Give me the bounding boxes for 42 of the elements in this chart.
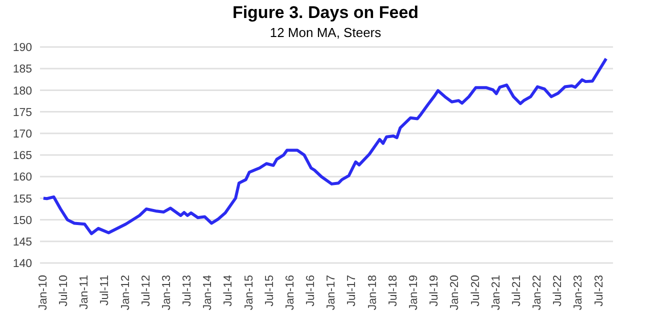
- x-tick-label: Jul-23: [593, 275, 606, 306]
- x-tick-label: Jul-16: [305, 275, 318, 306]
- x-tick-label: Jan-17: [326, 275, 338, 310]
- x-tick-label: Jul-17: [346, 275, 358, 306]
- y-tick-label: 175: [12, 106, 32, 119]
- x-tick-label: Jan-19: [408, 275, 420, 310]
- x-tick-label: Jul-18: [387, 275, 400, 306]
- y-tick-label: 170: [12, 128, 32, 140]
- x-tick-label: Jul-19: [428, 275, 441, 306]
- x-tick-label: Jan-11: [78, 275, 91, 310]
- x-tick-label: Jan-21: [490, 275, 502, 310]
- x-tick-label: Jul-14: [222, 274, 235, 306]
- y-tick-label: 150: [12, 214, 32, 227]
- x-tick-label: Jul-22: [552, 275, 564, 306]
- line-series: [42, 57, 608, 236]
- y-tick-label: 155: [12, 193, 32, 206]
- x-tick-label: Jul-11: [99, 275, 112, 306]
- x-tick-label: Jul-21: [510, 275, 523, 306]
- y-tick-label: 165: [12, 150, 32, 162]
- y-tick-label: 160: [12, 172, 32, 184]
- x-tick-label: Jul-13: [182, 275, 194, 306]
- x-tick-label: Jul-15: [264, 275, 276, 306]
- y-tick-label: 140: [12, 258, 32, 270]
- x-tick-label: Jan-18: [366, 275, 379, 310]
- y-tick-label: 185: [12, 64, 32, 76]
- x-tick-label: Jan-22: [532, 275, 544, 310]
- x-tick-label: Jul-12: [140, 275, 152, 306]
- x-tick-label: Jan-12: [120, 275, 132, 310]
- x-tick-label: Jan-15: [243, 275, 256, 310]
- chart-title: Figure 3. Days on Feed: [231, 3, 420, 23]
- x-tick-label: Jan-14: [202, 274, 214, 310]
- x-tick-label: Jan-10: [37, 275, 50, 310]
- x-tick-label: Jan-23: [572, 275, 585, 310]
- x-tick-label: Jan-16: [284, 275, 296, 310]
- y-tick-label: 190: [12, 42, 32, 54]
- y-tick-label: 145: [12, 236, 32, 248]
- x-tick-label: Jul-10: [58, 275, 70, 306]
- y-tick-label: 180: [12, 85, 32, 98]
- x-tick-label: Jan-13: [160, 275, 173, 310]
- chart-subtitle: 12 Mon MA, Steers: [268, 25, 382, 40]
- x-tick-label: Jul-20: [470, 275, 482, 306]
- x-tick-label: Jan-20: [449, 275, 462, 310]
